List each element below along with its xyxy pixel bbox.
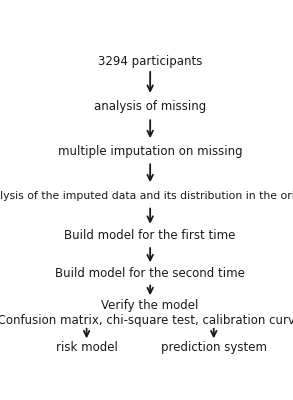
Text: analysis of the imputed data and its distribution in the original: analysis of the imputed data and its dis… (0, 191, 293, 201)
Text: Build model for the first time: Build model for the first time (64, 229, 236, 242)
Text: Build model for the second time: Build model for the second time (55, 267, 245, 280)
Text: 3294 participants: 3294 participants (98, 55, 202, 68)
Text: multiple imputation on missing: multiple imputation on missing (58, 145, 243, 158)
Text: analysis of missing: analysis of missing (94, 100, 206, 113)
Text: risk model: risk model (56, 341, 117, 354)
Text: prediction system: prediction system (161, 341, 267, 354)
Text: Verify the model
(Confusion matrix, chi-square test, calibration curve): Verify the model (Confusion matrix, chi-… (0, 299, 293, 327)
